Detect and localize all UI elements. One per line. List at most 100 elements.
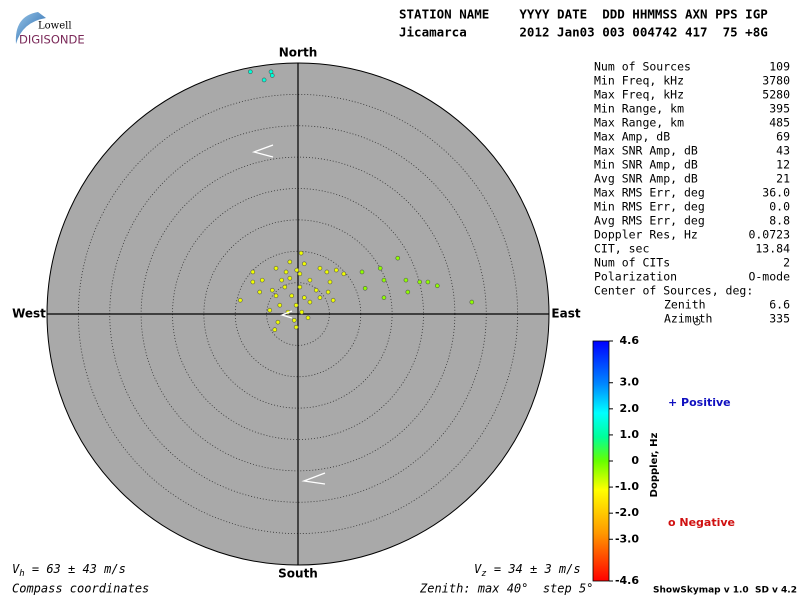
stat-label: Zenith <box>664 298 706 312</box>
source-point <box>297 284 303 290</box>
colorbar-tick-label: 3.0 <box>620 376 640 389</box>
source-point <box>293 324 299 330</box>
stat-label: Num of CITs <box>594 256 670 270</box>
direction-label: North <box>279 46 317 60</box>
source-point <box>237 297 243 303</box>
source-point <box>469 299 475 305</box>
sources <box>237 69 475 332</box>
velocity-sub: z <box>481 569 486 579</box>
colorbar-tick-label: -2.0 <box>615 506 639 519</box>
source-point <box>267 307 273 313</box>
source-point <box>257 289 263 295</box>
source-point <box>359 269 365 275</box>
stat-label: Max Amp, dB <box>594 130 670 144</box>
source-point <box>291 317 297 323</box>
azimuth-icon <box>693 317 701 326</box>
stat-value: 335 <box>769 312 790 326</box>
source-point <box>425 279 431 285</box>
stat-value: 485 <box>769 116 790 130</box>
source-point <box>248 69 253 75</box>
stat-value: 3780 <box>762 74 790 88</box>
velocity-text: Vh = 63 ± 43 m/s <box>12 562 126 579</box>
source-point <box>273 265 279 271</box>
arrow <box>280 310 293 319</box>
direction-label: East <box>551 307 580 321</box>
stat-label: Center of Sources, deg: <box>594 284 753 298</box>
source-point <box>317 265 323 271</box>
velocity-symbol: V <box>474 562 482 576</box>
stat-value: 0.0723 <box>748 228 790 242</box>
logo-swoosh <box>15 12 46 44</box>
source-point <box>250 269 256 275</box>
stat-label: Max SNR Amp, dB <box>594 144 698 158</box>
legend-positive: + Positive <box>668 396 731 409</box>
source-point <box>279 277 284 283</box>
source-point <box>330 297 336 303</box>
source-point <box>293 302 299 308</box>
stat-label: Avg RMS Err, deg <box>594 214 705 228</box>
velocity-sub: h <box>19 569 24 579</box>
source-point <box>287 259 293 265</box>
legend-negative: o Negative <box>668 516 735 529</box>
source-point <box>325 289 331 295</box>
source-point <box>268 69 274 75</box>
source-point <box>307 299 313 305</box>
stat-value: 12 <box>776 158 790 172</box>
colorbar-tick-label: 1.0 <box>620 428 640 441</box>
source-point <box>377 265 383 271</box>
colorbar-tick-label: 0 <box>631 454 639 467</box>
source-point <box>272 327 278 332</box>
source-point <box>298 250 304 256</box>
stat-value: 0.0 <box>769 200 790 214</box>
stat-value: 8.8 <box>769 214 790 228</box>
stat-value: 13.84 <box>755 242 790 256</box>
colorbar-tick-label: 2.0 <box>620 402 640 415</box>
stat-label: Num of Sources <box>594 60 691 74</box>
coords-note: Compass coordinates <box>12 582 149 596</box>
stat-label: Min Freq, kHz <box>594 74 684 88</box>
source-point <box>301 295 307 300</box>
source-point <box>362 285 368 291</box>
header-line: STATION NAME YYYY DATE DDD HHMMSS AXN PP… <box>399 7 768 22</box>
source-point <box>289 293 295 299</box>
source-point <box>287 275 293 281</box>
colorbar-tick-label: -1.0 <box>615 480 639 493</box>
colorbar-tick-label: -3.0 <box>615 532 639 545</box>
source-point <box>269 287 275 293</box>
source-point <box>301 261 307 267</box>
stat-value: 36.0 <box>762 186 790 200</box>
stat-value: 2 <box>783 256 790 270</box>
colorbar-tick-label: -4.6 <box>615 574 639 587</box>
source-point <box>261 77 267 83</box>
stat-label: Max RMS Err, deg <box>594 186 705 200</box>
source-point <box>381 295 387 300</box>
stat-value: 21 <box>776 172 790 186</box>
stat-label: Min Range, km <box>594 102 684 116</box>
source-point <box>305 315 311 321</box>
source-point <box>297 271 303 277</box>
skymap-plot: North South West East <box>12 46 581 581</box>
source-point <box>269 73 275 78</box>
source-point <box>250 279 256 285</box>
zenith-note: Zenith: max 40° step 5° <box>419 582 593 596</box>
stat-label: Max Freq, kHz <box>594 88 684 102</box>
logo-bottom: DIGISONDE <box>19 33 85 47</box>
stat-value: O-mode <box>748 270 790 284</box>
source-point <box>299 309 305 315</box>
stat-label: Min RMS Err, deg <box>594 200 705 214</box>
source-point <box>277 302 283 308</box>
source-point <box>259 277 265 283</box>
source-point <box>403 277 409 283</box>
stat-value: 69 <box>776 130 790 144</box>
source-point <box>435 283 440 289</box>
stat-label: Azimuth <box>664 312 712 326</box>
source-point <box>333 267 339 273</box>
colorbar-tick-label: 4.6 <box>620 334 640 347</box>
stat-label: CIT, sec <box>594 242 649 256</box>
colorbar <box>592 340 610 582</box>
velocity-text: Vz = 34 ± 3 m/s <box>474 562 581 579</box>
stat-label: Max Range, km <box>594 116 684 130</box>
stat-value: 6.6 <box>769 298 790 312</box>
stat-label: Min SNR Amp, dB <box>594 158 698 172</box>
